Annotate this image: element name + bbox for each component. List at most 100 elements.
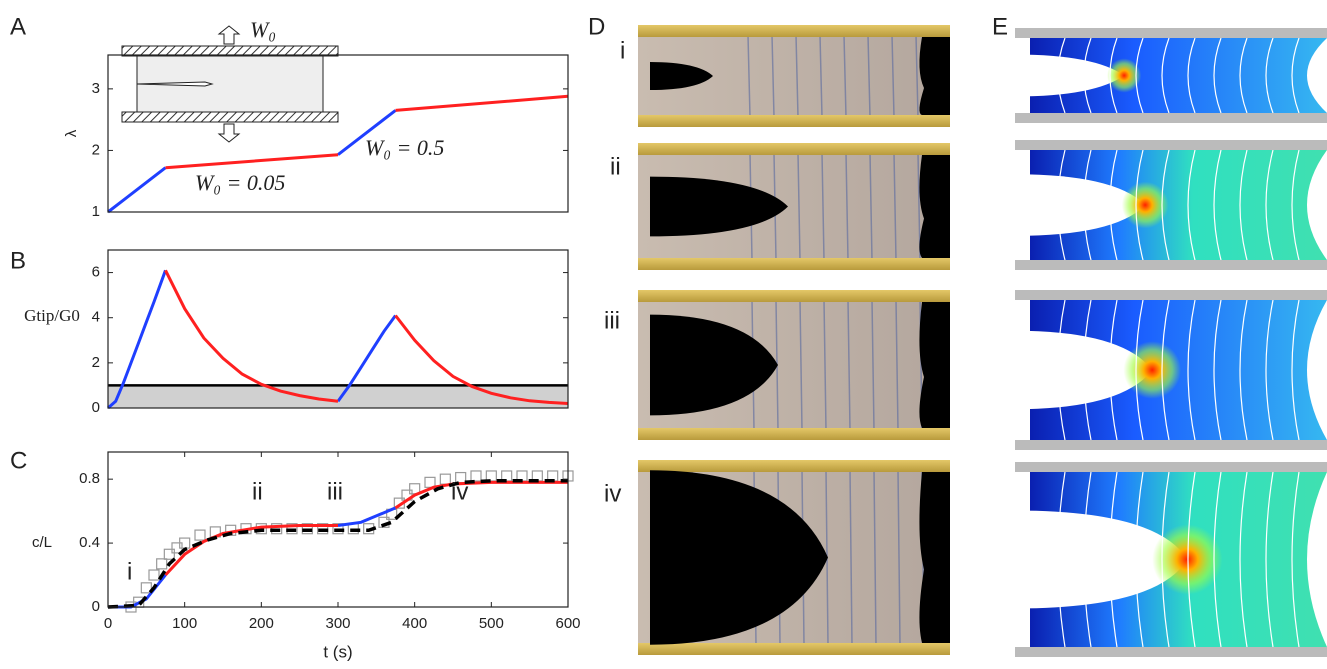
sim-contour: [1109, 37, 1118, 114]
data-marker: [194, 529, 206, 541]
simulation: [1015, 140, 1327, 270]
photo-marker-line: [795, 34, 799, 118]
photo-plate: [638, 428, 950, 440]
photo-plate: [638, 290, 950, 302]
sim-hotspot: [1152, 524, 1223, 595]
sim-hotspot: [1123, 341, 1182, 399]
y-axis-label: λ: [63, 129, 80, 137]
y-tick-label: 3: [92, 80, 100, 97]
crack-photo: [638, 25, 950, 127]
sim-contour: [1161, 37, 1170, 114]
photo-label: ii: [610, 153, 621, 180]
sim-plate: [1015, 140, 1327, 150]
sim-contour: [1291, 149, 1300, 261]
photo-edge: [919, 472, 950, 643]
sim-contour: [1057, 471, 1066, 648]
crack-photo: [638, 290, 950, 440]
panel-label: C: [10, 447, 27, 474]
annotation: ii: [252, 478, 263, 505]
sim-contour: [1161, 299, 1170, 441]
sim-contour: [1083, 149, 1092, 261]
sim-edge: [1307, 150, 1327, 260]
sim-contour: [1265, 299, 1274, 441]
panel-label: A: [10, 13, 26, 40]
sim-contour: [1187, 149, 1196, 261]
sim-contour: [1135, 471, 1144, 648]
crack-photo: [638, 143, 950, 270]
sim-crack: [1015, 174, 1146, 236]
y-tick-label: 0.4: [79, 534, 100, 551]
photo-crack: [650, 61, 713, 91]
sim-contour: [1057, 299, 1066, 441]
photo-marker-line: [915, 34, 919, 118]
sim-contour: [1239, 299, 1248, 441]
annotation: i: [127, 558, 132, 585]
sim-contour: [1213, 149, 1222, 261]
data-line: [164, 269, 569, 405]
y-tick-label: 0: [92, 399, 100, 416]
data-line: [107, 479, 568, 609]
photo-label: iii: [604, 307, 620, 334]
y-tick-label: 1: [92, 203, 100, 220]
photo-marker-line: [869, 152, 873, 261]
photo-marker-line: [867, 34, 871, 118]
x-tick-label: 300: [325, 615, 350, 632]
sim-contour: [1057, 149, 1066, 261]
photo-plate: [638, 643, 950, 655]
panel-label: E: [992, 13, 1008, 40]
simulation: [1015, 28, 1327, 123]
sim-plate: [1015, 290, 1327, 300]
x-tick-label: 500: [479, 615, 504, 632]
data-marker: [156, 558, 168, 570]
x-tick-label: 600: [555, 615, 580, 632]
sim-contour: [1291, 37, 1300, 114]
photo-marker-line: [819, 34, 823, 118]
photo-plate: [638, 115, 950, 127]
y-tick-label: 0.8: [79, 470, 100, 487]
photo-plate: [638, 258, 950, 270]
sim-contour: [1265, 471, 1274, 648]
sim-contour: [1161, 149, 1170, 261]
photo-edge: [919, 37, 950, 115]
photo-edge: [919, 302, 950, 428]
specimen-schematic: [121, 25, 339, 143]
annotation: W₀: [250, 17, 276, 42]
photo-crack: [650, 470, 828, 645]
sim-contour: [1161, 471, 1170, 648]
photo-marker-line: [821, 152, 825, 261]
sim-contour: [1291, 299, 1300, 441]
x-tick-label: 400: [402, 615, 427, 632]
sim-contour: [1083, 471, 1092, 648]
sim-contour: [1187, 471, 1196, 648]
sim-contour: [1265, 149, 1274, 261]
data-marker: [470, 470, 482, 482]
y-axis-label: c/L: [32, 534, 52, 551]
photo-label: iv: [604, 480, 621, 507]
data-marker: [140, 582, 152, 594]
sim-contour: [1109, 149, 1118, 261]
sim-edge: [1307, 472, 1327, 647]
chart: 1 2 3 λ W₀ W₀ = 0.05 W₀ = 0.5: [63, 17, 569, 220]
photo-marker-line: [797, 152, 801, 261]
sim-contour: [1187, 299, 1196, 441]
sim-hotspot: [1121, 181, 1169, 229]
x-axis-label: t (s): [323, 642, 352, 661]
sim-contour: [1187, 37, 1196, 114]
photo-marker-line: [897, 469, 901, 646]
y-tick-label: 4: [92, 309, 100, 326]
data-line: [165, 94, 569, 170]
photo-plate: [638, 460, 950, 472]
sim-plate: [1015, 260, 1327, 270]
annotation: iv: [451, 478, 468, 505]
photo-plate: [638, 143, 950, 155]
panel-label: B: [10, 247, 26, 274]
sim-contour: [1239, 149, 1248, 261]
sim-contour: [1057, 37, 1066, 114]
y-tick-label: 0: [92, 598, 100, 615]
sim-edge: [1307, 300, 1327, 440]
y-axis-label: Gtip/G0: [24, 306, 80, 325]
data-line: [107, 109, 397, 214]
photo-crack: [650, 314, 778, 416]
